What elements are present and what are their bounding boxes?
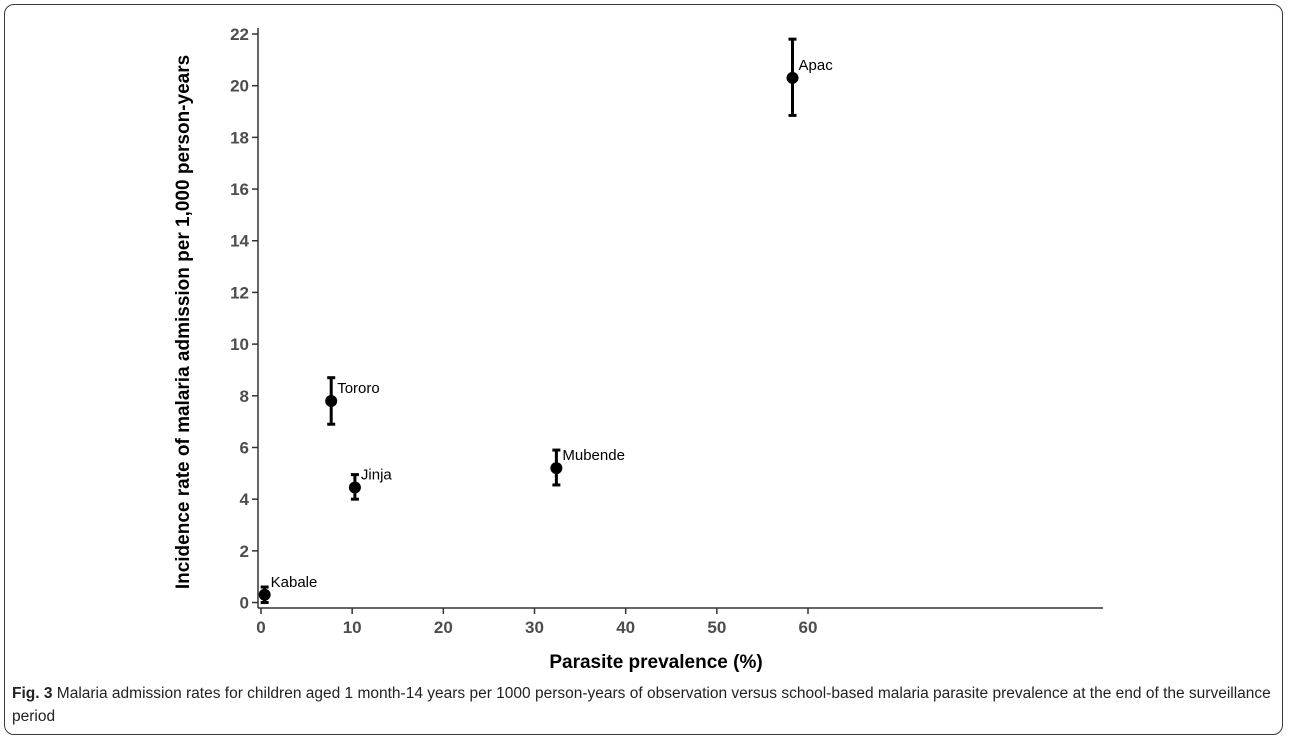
scatter-chart: 0 10 20 30 40 50 60 0 2 4 6 8 10 12 14 16 18 20 22 Kabale T… [173,25,1103,673]
y-tick-label: 4 [240,490,250,509]
point-label: Apac [799,57,834,74]
y-tick-label: 0 [240,594,249,613]
y-tick-label: 2 [240,542,249,561]
x-tick-label: 60 [799,618,818,637]
point-label: Mubende [562,447,625,464]
y-tick-label: 22 [230,25,249,44]
data-point [258,588,271,601]
x-tick-label: 50 [707,618,726,637]
x-axis-title: Parasite prevalence (%) [549,652,762,673]
caption-text: Malaria admission rates for children age… [12,685,1271,725]
data-point [325,394,338,407]
axes: 0 10 20 30 40 50 60 0 2 4 6 8 10 12 14 16 18 20 22 [230,25,1103,637]
figure-frame [4,4,1283,735]
y-axis-title: Incidence rate of malaria admission per … [173,55,194,589]
y-tick-label: 8 [240,387,249,406]
point-label: Tororo [337,380,380,397]
x-tick-label: 0 [256,618,265,637]
x-tick-label: 10 [343,618,362,637]
figure-caption: Fig. 3 Malaria admission rates for child… [12,682,1274,728]
y-tick-label: 18 [230,128,249,147]
y-tick-label: 14 [230,232,249,251]
y-tick-label: 12 [230,283,249,302]
data-point [786,71,799,84]
data-marks: Kabale Tororo Jinja Mubende Apac [258,37,834,605]
y-tick-label: 10 [230,335,249,354]
y-tick-label: 20 [230,77,249,96]
x-tick-label: 40 [616,618,635,637]
point-label: Jinja [361,467,393,484]
x-tick-label: 30 [525,618,544,637]
y-tick-label: 16 [230,180,249,199]
data-point [348,481,361,494]
point-label: Kabale [271,574,318,591]
data-point [550,462,563,475]
x-tick-label: 20 [434,618,453,637]
figure-number: Fig. 3 [12,685,53,702]
y-tick-label: 6 [240,438,249,457]
